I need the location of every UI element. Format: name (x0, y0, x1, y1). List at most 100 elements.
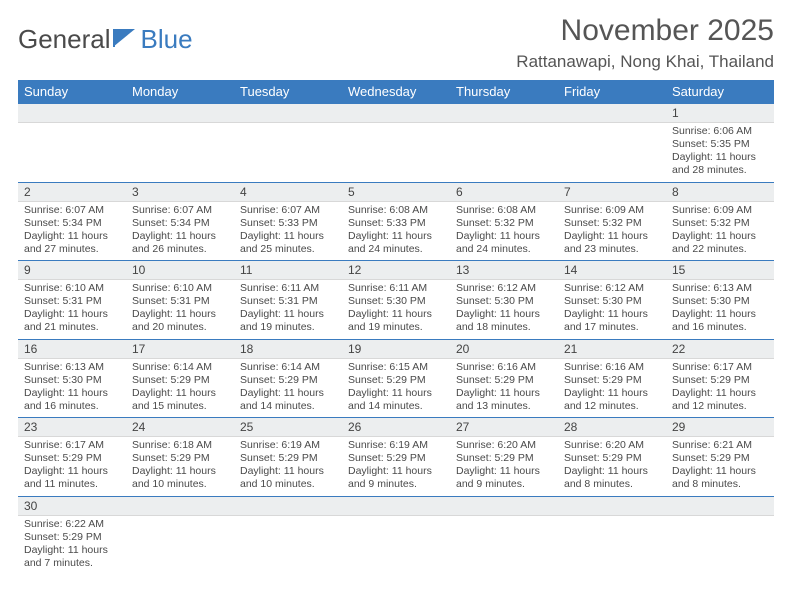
calendar-day-cell: 21Sunrise: 6:16 AMSunset: 5:29 PMDayligh… (558, 339, 666, 418)
day-number: 7 (558, 183, 666, 202)
day-details: Sunrise: 6:16 AMSunset: 5:29 PMDaylight:… (558, 359, 666, 418)
header: General Blue November 2025 Rattanawapi, … (18, 14, 774, 78)
day-number: 6 (450, 183, 558, 202)
day-number-bar (234, 104, 342, 123)
sunrise-text: Sunrise: 6:16 AM (564, 361, 660, 374)
calendar-day-cell: 7Sunrise: 6:09 AMSunset: 5:32 PMDaylight… (558, 182, 666, 261)
sunset-text: Sunset: 5:29 PM (132, 374, 228, 387)
sunset-text: Sunset: 5:35 PM (672, 138, 768, 151)
sunset-text: Sunset: 5:34 PM (132, 217, 228, 230)
calendar-day-cell: 24 Sunrise: 6:18 AMSunset: 5:29 PMDayligh… (126, 418, 234, 497)
calendar-day-cell (234, 496, 342, 574)
daylight-text: Daylight: 11 hours and 8 minutes. (564, 465, 660, 491)
day-number: 26 (342, 418, 450, 437)
month-title: November 2025 (516, 14, 774, 48)
day-number: 21 (558, 340, 666, 359)
sunset-text: Sunset: 5:32 PM (456, 217, 552, 230)
calendar-day-cell: 26Sunrise: 6:19 AMSunset: 5:29 PMDayligh… (342, 418, 450, 497)
daylight-text: Daylight: 11 hours and 11 minutes. (24, 465, 120, 491)
sunset-text: Sunset: 5:32 PM (564, 217, 660, 230)
flag-icon (113, 27, 139, 49)
day-details: Sunrise: 6:19 AMSunset: 5:29 PMDaylight:… (342, 437, 450, 496)
day-number: 27 (450, 418, 558, 437)
sunset-text: Sunset: 5:29 PM (348, 452, 444, 465)
day-details: Sunrise: 6:10 AMSunset: 5:31 PMDaylight:… (126, 280, 234, 339)
sunset-text: Sunset: 5:29 PM (240, 374, 336, 387)
sunset-text: Sunset: 5:29 PM (132, 452, 228, 465)
day-details: Sunrise: 6:20 AMSunset: 5:29 PMDaylight:… (558, 437, 666, 496)
calendar-day-cell: 9Sunrise: 6:10 AMSunset: 5:31 PMDaylight… (18, 261, 126, 340)
sunrise-text: Sunrise: 6:10 AM (24, 282, 120, 295)
sunrise-text: Sunrise: 6:18 AM (132, 439, 228, 452)
day-number-bar (450, 104, 558, 123)
calendar-week-row: 30Sunrise: 6:22 AMSunset: 5:29 PMDayligh… (18, 496, 774, 574)
daylight-text: Daylight: 11 hours and 21 minutes. (24, 308, 120, 334)
day-number-bar (18, 104, 126, 123)
daylight-text: Daylight: 11 hours and 25 minutes. (240, 230, 336, 256)
day-details: Sunrise: 6:08 AMSunset: 5:33 PMDaylight:… (342, 202, 450, 261)
calendar-day-cell: 2Sunrise: 6:07 AMSunset: 5:34 PMDaylight… (18, 182, 126, 261)
calendar-table: Sunday Monday Tuesday Wednesday Thursday… (18, 80, 774, 574)
day-number-bar (126, 104, 234, 123)
sunrise-text: Sunrise: 6:13 AM (672, 282, 768, 295)
day-number: 24 (126, 418, 234, 437)
calendar-week-row: 16Sunrise: 6:13 AMSunset: 5:30 PMDayligh… (18, 339, 774, 418)
sunset-text: Sunset: 5:29 PM (564, 452, 660, 465)
sunrise-text: Sunrise: 6:15 AM (348, 361, 444, 374)
weekday-header: Thursday (450, 80, 558, 104)
calendar-day-cell: 14Sunrise: 6:12 AMSunset: 5:30 PMDayligh… (558, 261, 666, 340)
calendar-day-cell (558, 496, 666, 574)
sunrise-text: Sunrise: 6:20 AM (564, 439, 660, 452)
day-number: 12 (342, 261, 450, 280)
calendar-day-cell: 23Sunrise: 6:17 AMSunset: 5:29 PMDayligh… (18, 418, 126, 497)
calendar-day-cell: 4Sunrise: 6:07 AMSunset: 5:33 PMDaylight… (234, 182, 342, 261)
day-number-bar (342, 104, 450, 123)
sunrise-text: Sunrise: 6:09 AM (672, 204, 768, 217)
calendar-day-cell: 5Sunrise: 6:08 AMSunset: 5:33 PMDaylight… (342, 182, 450, 261)
sunrise-text: Sunrise: 6:08 AM (456, 204, 552, 217)
daylight-text: Daylight: 11 hours and 10 minutes. (132, 465, 228, 491)
sunset-text: Sunset: 5:30 PM (24, 374, 120, 387)
sunrise-text: Sunrise: 6:21 AM (672, 439, 768, 452)
day-number: 2 (18, 183, 126, 202)
sunrise-text: Sunrise: 6:14 AM (240, 361, 336, 374)
daylight-text: Daylight: 11 hours and 18 minutes. (456, 308, 552, 334)
sunset-text: Sunset: 5:29 PM (348, 374, 444, 387)
daylight-text: Daylight: 11 hours and 12 minutes. (672, 387, 768, 413)
title-block: November 2025 Rattanawapi, Nong Khai, Th… (516, 14, 774, 78)
day-number-bar (450, 497, 558, 516)
calendar-day-cell (126, 104, 234, 183)
day-number-bar (126, 497, 234, 516)
day-details: Sunrise: 6:15 AMSunset: 5:29 PMDaylight:… (342, 359, 450, 418)
weekday-header-row: Sunday Monday Tuesday Wednesday Thursday… (18, 80, 774, 104)
daylight-text: Daylight: 11 hours and 27 minutes. (24, 230, 120, 256)
day-number: 29 (666, 418, 774, 437)
sunset-text: Sunset: 5:34 PM (24, 217, 120, 230)
sunset-text: Sunset: 5:29 PM (456, 452, 552, 465)
daylight-text: Daylight: 11 hours and 7 minutes. (24, 544, 120, 570)
sunrise-text: Sunrise: 6:06 AM (672, 125, 768, 138)
daylight-text: Daylight: 11 hours and 24 minutes. (348, 230, 444, 256)
calendar-day-cell: 25Sunrise: 6:19 AMSunset: 5:29 PMDayligh… (234, 418, 342, 497)
day-number: 5 (342, 183, 450, 202)
daylight-text: Daylight: 11 hours and 28 minutes. (672, 151, 768, 177)
daylight-text: Daylight: 11 hours and 14 minutes. (240, 387, 336, 413)
day-number: 28 (558, 418, 666, 437)
day-details: Sunrise: 6:08 AMSunset: 5:32 PMDaylight:… (450, 202, 558, 261)
brand-part2: Blue (141, 24, 193, 55)
calendar-day-cell: 30Sunrise: 6:22 AMSunset: 5:29 PMDayligh… (18, 496, 126, 574)
calendar-day-cell: 8Sunrise: 6:09 AMSunset: 5:32 PMDaylight… (666, 182, 774, 261)
day-details: Sunrise: 6:20 AMSunset: 5:29 PMDaylight:… (450, 437, 558, 496)
daylight-text: Daylight: 11 hours and 19 minutes. (240, 308, 336, 334)
calendar-day-cell: 11Sunrise: 6:11 AMSunset: 5:31 PMDayligh… (234, 261, 342, 340)
day-number: 19 (342, 340, 450, 359)
daylight-text: Daylight: 11 hours and 22 minutes. (672, 230, 768, 256)
calendar-day-cell: 27Sunrise: 6:20 AMSunset: 5:29 PMDayligh… (450, 418, 558, 497)
day-details: Sunrise: 6:12 AMSunset: 5:30 PMDaylight:… (558, 280, 666, 339)
day-number: 14 (558, 261, 666, 280)
day-details: Sunrise: 6:17 AMSunset: 5:29 PMDaylight:… (18, 437, 126, 496)
daylight-text: Daylight: 11 hours and 8 minutes. (672, 465, 768, 491)
weekday-header: Wednesday (342, 80, 450, 104)
calendar-week-row: 1Sunrise: 6:06 AMSunset: 5:35 PMDaylight… (18, 104, 774, 183)
calendar-week-row: 9Sunrise: 6:10 AMSunset: 5:31 PMDaylight… (18, 261, 774, 340)
